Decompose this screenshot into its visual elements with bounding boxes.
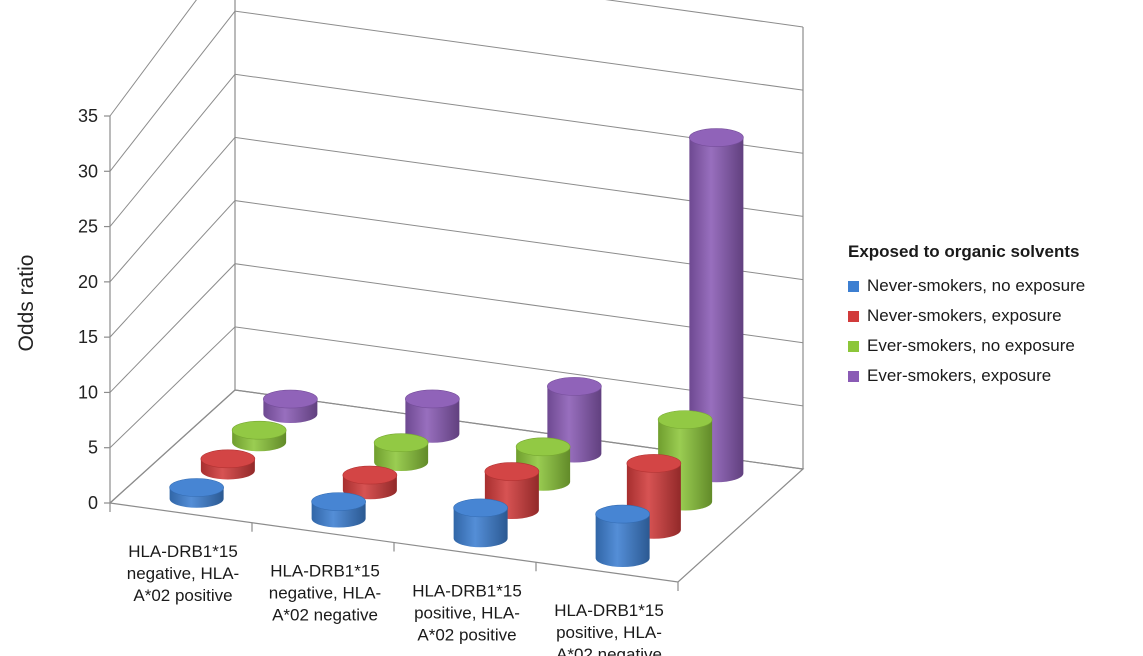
legend-item: Never-smokers, no exposure [848, 271, 1085, 301]
bars-group [169, 128, 744, 567]
y-tick-label: 30 [78, 161, 98, 181]
chart-walls [104, 0, 805, 591]
x-category-line: HLA-DRB1*15 [270, 562, 380, 581]
bar-body [405, 398, 460, 443]
y-tick-label: 35 [78, 106, 98, 126]
bar-top [311, 492, 366, 511]
legend-item: Ever-smokers, exposure [848, 361, 1085, 391]
x-category-line: negative, HLA- [269, 584, 381, 603]
bar-top [231, 420, 287, 440]
bar-top [373, 433, 429, 453]
y-tick-label: 25 [78, 217, 98, 237]
legend-title: Exposed to organic solvents [848, 242, 1080, 261]
x-category-line: positive, HLA- [414, 603, 520, 622]
y-tick-label: 10 [78, 382, 98, 402]
x-category-line: negative, HLA- [127, 564, 239, 583]
legend-label: Never-smokers, exposure [867, 306, 1062, 325]
x-category-label: HLA-DRB1*15 positive, HLA- A*02 positive [412, 581, 522, 644]
bar [373, 433, 429, 471]
x-category-line: A*02 positive [133, 586, 232, 605]
bar [689, 128, 744, 483]
bar [405, 389, 460, 443]
bar-top [547, 377, 602, 396]
y-axis-label: Odds ratio [15, 255, 38, 352]
legend-label: Ever-smokers, no exposure [867, 336, 1075, 355]
bar-top [595, 504, 650, 524]
x-category-label: HLA-DRB1*15 negative, HLA- A*02 positive [127, 542, 239, 605]
bar-top [200, 449, 256, 469]
bar [595, 504, 650, 567]
bar-top [263, 389, 318, 409]
legend-label: Ever-smokers, exposure [867, 366, 1052, 385]
legend-item: Never-smokers, exposure [848, 301, 1085, 331]
bar-top [169, 478, 224, 497]
x-category-line: positive, HLA- [556, 623, 662, 642]
y-axis-ticks: 0 5 10 15 20 25 30 35 [78, 106, 98, 513]
x-category-label: HLA-DRB1*15 positive, HLA- A*02 negative [554, 601, 664, 656]
bar-top [626, 454, 682, 473]
x-category-line: A*02 positive [417, 625, 516, 644]
bar [311, 492, 366, 528]
y-tick-label: 20 [78, 272, 98, 292]
bar-top [453, 498, 508, 518]
bar-top [342, 465, 398, 485]
bar [263, 389, 318, 423]
legend-swatch [848, 370, 859, 382]
bar-body [689, 137, 744, 483]
gridline [109, 0, 804, 117]
bar-top [657, 410, 713, 429]
legend-swatch [848, 310, 859, 322]
x-category-line: HLA-DRB1*15 [554, 601, 664, 620]
bar [200, 449, 256, 480]
x-category-label: HLA-DRB1*15 negative, HLA- A*02 negative [269, 562, 381, 625]
x-category-line: HLA-DRB1*15 [412, 581, 522, 600]
x-category-line: A*02 negative [556, 645, 662, 656]
bar-top [689, 128, 744, 147]
bar [169, 478, 224, 508]
bar-top [405, 389, 460, 409]
bar-body [453, 507, 508, 548]
x-category-line: A*02 negative [272, 606, 378, 625]
bar-top [515, 437, 571, 457]
legend-swatch [848, 280, 859, 292]
bar [231, 420, 287, 452]
legend: Exposed to organic solvents Never-smoker… [848, 242, 1085, 391]
bar-top [484, 462, 540, 481]
bar-body [595, 514, 650, 567]
category-labels: HLA-DRB1*15 negative, HLA-A*02 positiveHL… [127, 542, 664, 656]
legend-swatch [848, 340, 859, 352]
y-tick-label: 15 [78, 327, 98, 347]
legend-item: Ever-smokers, no exposure [848, 331, 1085, 361]
x-category-line: HLA-DRB1*15 [128, 542, 238, 561]
bar [342, 465, 398, 500]
legend-label: Never-smokers, no exposure [867, 276, 1086, 295]
y-tick-label: 5 [88, 438, 98, 458]
bar [453, 498, 508, 548]
y-tick-label: 0 [88, 493, 98, 513]
